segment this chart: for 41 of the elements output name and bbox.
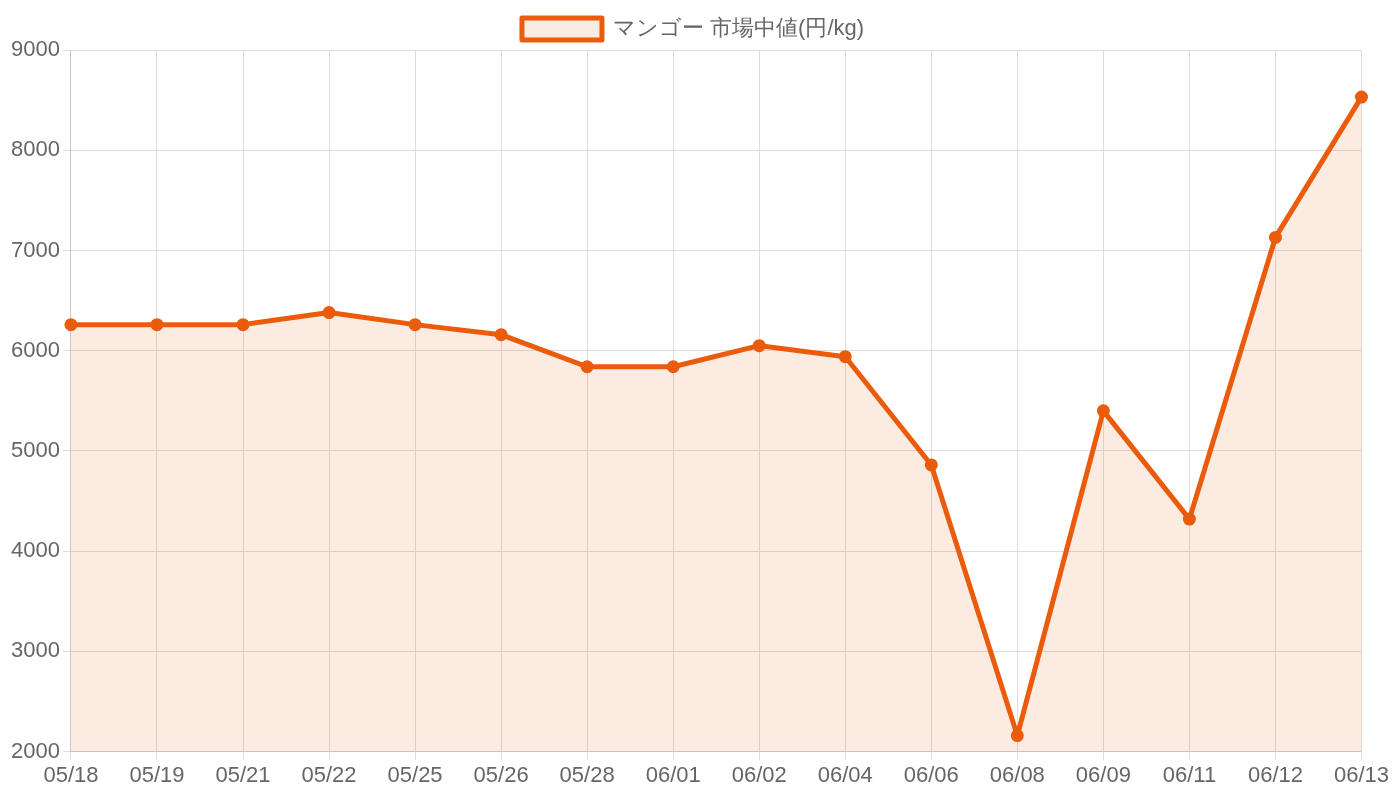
x-tick-label: 06/08 — [989, 761, 1045, 787]
x-tick-label: 06/09 — [1075, 761, 1131, 787]
point — [1096, 404, 1110, 418]
point — [580, 360, 594, 374]
x-tick-label: 05/18 — [43, 761, 99, 787]
y-tick-label: 7000 — [10, 236, 60, 262]
y-tick-label: 4000 — [10, 537, 60, 563]
y-tick-label: 3000 — [10, 637, 60, 663]
x-tick-label: 05/19 — [129, 761, 185, 787]
x-tick-label: 06/01 — [645, 761, 701, 787]
point — [1182, 512, 1196, 526]
point — [408, 318, 422, 332]
point — [924, 458, 938, 472]
x-tick-label: 05/21 — [215, 761, 271, 787]
point — [752, 339, 766, 353]
x-tick-label: 05/22 — [301, 761, 357, 787]
x-tick-label: 05/28 — [559, 761, 615, 787]
point — [150, 318, 164, 332]
y-tick-label: 5000 — [10, 436, 60, 462]
point — [494, 328, 508, 342]
x-tick-label: 06/04 — [817, 761, 873, 787]
x-tick-label: 06/02 — [731, 761, 787, 787]
point — [838, 350, 852, 364]
point — [1354, 90, 1368, 104]
x-tick-label: 05/26 — [473, 761, 529, 787]
x-tick-label: 06/12 — [1247, 761, 1303, 787]
y-tick-label: 6000 — [10, 336, 60, 362]
x-tick-label: 06/13 — [1333, 761, 1389, 787]
point — [666, 360, 680, 374]
point — [236, 318, 250, 332]
legend-label: マンゴー 市場中値(円/kg) — [612, 15, 865, 41]
point — [322, 306, 336, 320]
x-tick-label: 06/06 — [903, 761, 959, 787]
y-tick-label: 2000 — [10, 737, 60, 763]
point — [1010, 729, 1024, 743]
y-tick-label: 8000 — [10, 136, 60, 162]
y-tick-label: 9000 — [10, 36, 60, 62]
point — [1268, 230, 1282, 244]
x-tick-label: 06/11 — [1162, 761, 1217, 787]
point — [64, 318, 78, 332]
x-tick-label: 05/25 — [387, 761, 443, 787]
